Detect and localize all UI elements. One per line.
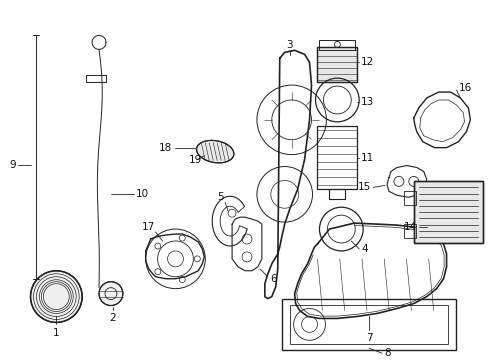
Text: 12: 12 [361,57,374,67]
Text: 1: 1 [53,328,60,338]
Bar [317,48,356,82]
Text: 17: 17 [142,222,155,232]
Bar [289,305,447,344]
Text: 6: 6 [269,274,276,284]
Text: 5: 5 [216,192,223,202]
Bar [413,181,482,243]
Text: 7: 7 [365,333,372,343]
Text: 15: 15 [357,183,370,192]
Text: 14: 14 [403,222,416,232]
Text: 4: 4 [361,244,367,254]
Bar [281,298,454,350]
Text: 9: 9 [10,159,16,170]
Bar [403,192,415,205]
Ellipse shape [30,271,82,323]
Bar [403,224,415,238]
Text: 10: 10 [136,189,148,199]
Bar [317,126,356,189]
Text: 16: 16 [458,83,471,93]
Ellipse shape [196,140,233,163]
Text: 13: 13 [361,97,374,107]
Bar [317,48,356,82]
Text: 18: 18 [158,143,171,153]
Text: 19: 19 [188,154,201,165]
Text: 3: 3 [286,40,292,50]
Circle shape [99,282,122,306]
Text: 2: 2 [109,314,116,324]
Bar [413,181,482,243]
Bar [319,40,354,50]
Text: 11: 11 [361,153,374,163]
Text: 8: 8 [383,348,390,358]
